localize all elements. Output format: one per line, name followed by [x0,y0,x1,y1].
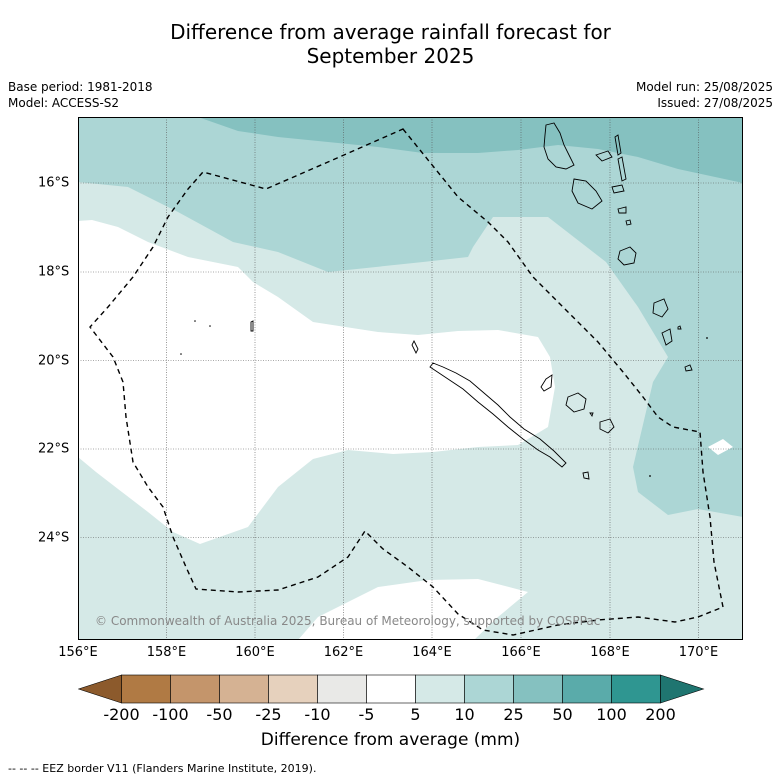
band-25-50-north [198,117,743,183]
islet-dot-2 [649,475,651,477]
eez-border [89,128,724,636]
lat-label-24s: 24°S [38,530,70,545]
cb-tick-label: 25 [503,705,524,724]
malekula-coastline [571,178,603,210]
copyright-notice: © Commonwealth of Australia 2025, Bureau… [95,614,600,628]
band-neutral-central [78,220,555,544]
cb-tick-label: -100 [152,705,189,724]
colorbar-segment [464,674,514,704]
lon-label-160e: 160°E [235,645,275,660]
lat-label-20s: 20°S [38,353,70,368]
chesterfield-coastline [250,320,254,332]
cb-tick-label: 10 [454,705,475,724]
reef-dot-2 [209,325,211,327]
map-title: Difference from average rainfall forecas… [0,20,781,68]
erromango-coastline [652,298,669,318]
lat-label-22s: 22°S [38,441,70,457]
colorbar-segment [513,674,563,704]
colorbar-segment [415,674,465,704]
lon-label-166e: 166°E [501,645,541,660]
shepherd-islands-coastline [625,219,632,226]
model-name: Model: ACCESS-S2 [8,96,120,110]
lon-label-168e: 168°E [590,645,630,660]
lon-label-162e: 162°E [323,645,364,660]
colorbar-segment [170,674,220,704]
meta-left: Base period: 1981-2018 Model: ACCESS-S2 [8,79,153,111]
colorbar-segment [121,674,171,704]
new-caledonia-coastline [429,362,567,468]
eez-footnote: -- -- -- EEZ border V11 (Flanders Marine… [8,762,317,775]
colorbar-segment [611,674,661,704]
reef-dot-3 [180,353,182,355]
malo-coastline [595,150,613,162]
colorbar-segment [317,674,367,704]
band-white-east-patch [708,439,733,455]
colorbar-segment [219,674,269,704]
cb-tick-label: -200 [103,705,140,724]
lat-label-16s: 16°S [38,175,70,191]
espiritu-santo-coastline [543,122,575,170]
title-line-2: September 2025 [306,44,475,68]
belep-islands-coastline [411,339,419,355]
map-frame [78,117,743,640]
lifou-coastline [565,392,587,413]
colorbar-extend-low [78,674,122,704]
colorbar-title: Difference from average (mm) [260,730,521,750]
band-neutral-south [298,579,528,640]
lon-label-158e: 158°E [146,645,187,660]
lon-label-156e: 156°E [58,645,98,660]
cb-tick-label: -25 [255,705,282,724]
colorbar-extend-high [660,674,705,704]
rainfall-map: © Commonwealth of Australia 2025, Bureau… [78,117,743,640]
pentecost-coastline [617,156,627,182]
cb-tick-label: -10 [304,705,331,724]
cb-tick-label: 5 [410,705,421,724]
cb-tick-label: 50 [552,705,573,724]
graticule [78,117,743,640]
efate-coastline [617,246,637,266]
aneityum-coastline [684,364,693,372]
islet-dot-1 [706,337,708,339]
meta-right: Model run: 25/08/2025 Issued: 27/08/2025 [636,79,773,111]
cb-tick-label: 100 [596,705,627,724]
colorbar-segment [366,674,416,704]
walpole-coastline [582,471,590,480]
cb-tick-label: -50 [206,705,233,724]
issued-date: Issued: 27/08/2025 [657,96,773,110]
reef-dot-1 [194,320,196,322]
ouvea-coastline [540,374,553,392]
colorbar-segments [78,674,705,704]
tanna-coastline [661,328,673,346]
title-line-1: Difference from average rainfall forecas… [170,20,611,44]
cb-tick-label: -5 [358,705,375,724]
epi-coastline [617,206,627,214]
model-run: Model run: 25/08/2025 [635,80,773,94]
tiga-coastline [589,412,594,418]
cb-tick-label: 200 [645,705,676,724]
lon-label-164e: 164°E [412,645,452,660]
lon-label-170e: 170°E [678,645,719,660]
maewo-coastline [614,134,622,156]
lat-label-18s: 18°S [38,264,70,280]
mare-coastline [599,418,615,434]
futuna-coastline [677,325,682,330]
base-period: Base period: 1981-2018 [8,80,153,94]
colorbar-segment [562,674,612,704]
colorbar-segment [268,674,318,704]
colorbar [78,674,705,704]
ambrym-coastline [611,184,625,194]
band-10-25-north [78,117,743,517]
